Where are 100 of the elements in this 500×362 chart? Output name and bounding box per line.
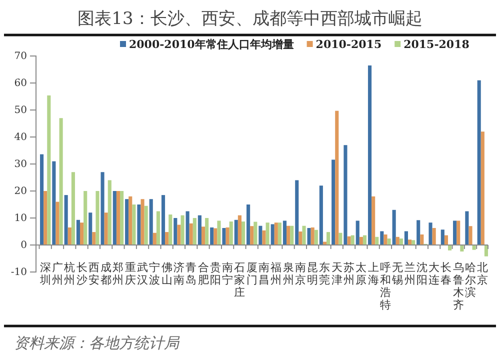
bar [468, 226, 472, 245]
bar [396, 236, 400, 245]
bar [59, 118, 63, 245]
x-tick-label: 济南 [173, 261, 184, 286]
bar [412, 240, 416, 245]
bar [234, 220, 238, 245]
x-tick-label: 石家庄 [234, 261, 246, 299]
bar [298, 232, 302, 245]
bar [326, 232, 330, 245]
bar [477, 80, 481, 245]
y-tick-label: 30 [14, 159, 27, 170]
bar [168, 214, 172, 245]
bar [310, 227, 314, 245]
bar [484, 245, 488, 256]
bar [250, 226, 254, 245]
bar [68, 227, 72, 245]
bar [290, 226, 294, 245]
bar [266, 222, 270, 245]
bar [472, 245, 476, 250]
x-tick-label: 杭州 [63, 261, 76, 286]
bar [246, 204, 250, 245]
bar [201, 226, 206, 245]
x-tick-label: 佛山 [161, 261, 172, 286]
bar [347, 236, 351, 245]
bar [174, 218, 178, 245]
x-tick-label: 重庆 [124, 261, 136, 286]
legend-label: 2000-2010年常住人口年均增量 [129, 38, 294, 51]
y-tick-label: 0 [20, 240, 27, 252]
bar [480, 132, 484, 245]
x-tick-label: 广州 [52, 261, 63, 286]
bar [229, 222, 233, 245]
x-tick-label: 青岛 [186, 261, 197, 286]
bar [286, 226, 290, 245]
bar [338, 232, 342, 245]
bar [137, 204, 141, 245]
x-tick-label: 北京 [477, 261, 488, 286]
y-tick-label: -10 [10, 267, 27, 278]
bar [307, 228, 311, 245]
bar [108, 180, 112, 245]
bar [149, 199, 153, 245]
bar [222, 228, 226, 245]
bar [302, 226, 306, 245]
bar [387, 238, 391, 245]
chart-title: 图表13：长沙、西安、成都等中西部城市崛起 [78, 9, 422, 29]
x-tick-label: 宁波 [149, 261, 160, 286]
bar [420, 234, 424, 245]
bar [144, 206, 148, 245]
x-tick-label: 昆明 [307, 261, 318, 286]
x-tick-label: 无锡 [391, 261, 404, 286]
bar [52, 161, 56, 245]
bar [140, 199, 144, 245]
bar [156, 211, 160, 245]
x-tick-label: 合肥 [198, 261, 209, 286]
bar [392, 210, 396, 245]
bar [314, 230, 318, 245]
bar [335, 110, 339, 245]
bar [64, 195, 68, 245]
bar [241, 222, 246, 245]
bar [375, 236, 379, 245]
y-tick-label: 60 [14, 78, 27, 90]
x-tick-label: 南宁 [222, 261, 234, 286]
bar [359, 236, 363, 245]
bar [47, 95, 51, 245]
bar [198, 215, 202, 245]
bar [332, 160, 336, 245]
bar [120, 191, 124, 245]
x-tick-label: 福州 [270, 261, 282, 286]
bar [460, 245, 464, 252]
x-tick-label: 乌鲁木齐 [452, 261, 464, 312]
x-tick-label: 西安 [88, 261, 100, 286]
bar [88, 212, 92, 245]
x-tick-label: 深圳 [38, 261, 51, 286]
bar [71, 172, 75, 245]
bar [76, 220, 80, 245]
bar [258, 226, 262, 245]
bar [192, 218, 196, 245]
bar [238, 215, 242, 245]
bar [205, 218, 209, 245]
bar [350, 235, 354, 245]
bar [116, 191, 120, 245]
y-tick-label: 70 [14, 51, 27, 62]
bar [132, 204, 136, 245]
bar [384, 234, 388, 245]
x-tick-label: 南京 [294, 261, 306, 286]
bar [274, 222, 278, 245]
bar [278, 222, 282, 245]
bar [128, 196, 132, 245]
bar [372, 196, 376, 245]
x-tick-label: 苏州 [344, 261, 355, 286]
bar [440, 230, 444, 245]
bar [319, 186, 323, 245]
bar [270, 224, 274, 245]
bar [368, 65, 372, 245]
bar [186, 211, 190, 245]
x-tick-label: 大连 [428, 261, 440, 286]
bar [112, 191, 116, 245]
bar [214, 228, 218, 245]
bar [80, 222, 84, 245]
bar [465, 211, 469, 245]
x-tick-label: 厦门 [246, 261, 258, 286]
